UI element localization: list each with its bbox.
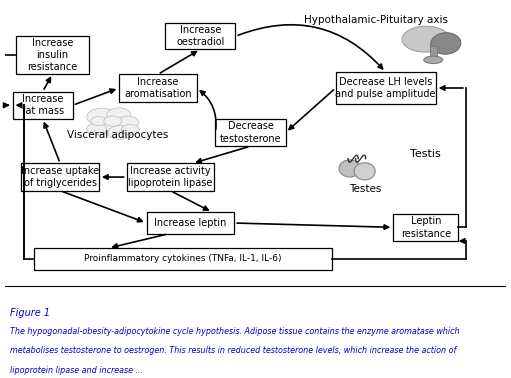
Ellipse shape bbox=[339, 160, 360, 177]
Text: Decrease
testosterone: Decrease testosterone bbox=[220, 121, 281, 144]
Text: Proinflammatory cytokines (TNFa, IL-1, IL-6): Proinflammatory cytokines (TNFa, IL-1, I… bbox=[84, 254, 282, 263]
Text: Figure 1: Figure 1 bbox=[10, 308, 50, 318]
FancyBboxPatch shape bbox=[13, 91, 73, 119]
Circle shape bbox=[91, 116, 107, 125]
FancyBboxPatch shape bbox=[147, 212, 234, 234]
Circle shape bbox=[87, 108, 117, 125]
Text: Testis: Testis bbox=[410, 149, 441, 159]
Text: Increase
fat mass: Increase fat mass bbox=[21, 94, 64, 116]
FancyBboxPatch shape bbox=[21, 163, 99, 191]
Text: Increase uptake
of triglycerides: Increase uptake of triglycerides bbox=[21, 166, 99, 188]
Text: The hypogonadal-obesity-adipocytokine cycle hypothesis. Adipose tissue contains : The hypogonadal-obesity-adipocytokine cy… bbox=[10, 327, 460, 336]
Ellipse shape bbox=[402, 26, 450, 52]
FancyBboxPatch shape bbox=[336, 72, 436, 104]
Text: Increase
aromatisation: Increase aromatisation bbox=[124, 77, 192, 99]
FancyBboxPatch shape bbox=[16, 36, 89, 74]
Text: Visceral adipocytes: Visceral adipocytes bbox=[67, 130, 169, 140]
Circle shape bbox=[121, 124, 140, 135]
FancyBboxPatch shape bbox=[34, 248, 332, 270]
Text: Decrease LH levels
and pulse amplitude: Decrease LH levels and pulse amplitude bbox=[335, 77, 436, 99]
Circle shape bbox=[108, 125, 132, 139]
FancyBboxPatch shape bbox=[216, 119, 286, 146]
Text: metabolises testosterone to oestrogen. This results in reduced testosterone leve: metabolises testosterone to oestrogen. T… bbox=[10, 346, 456, 355]
Ellipse shape bbox=[424, 56, 443, 64]
Circle shape bbox=[107, 108, 131, 122]
Text: lipoprotein lipase and increase ...: lipoprotein lipase and increase ... bbox=[10, 366, 143, 375]
Text: Hypothalamic-Pituitary axis: Hypothalamic-Pituitary axis bbox=[304, 15, 448, 25]
Circle shape bbox=[87, 123, 107, 135]
FancyBboxPatch shape bbox=[430, 46, 437, 58]
FancyBboxPatch shape bbox=[166, 23, 236, 49]
Text: Increase leptin: Increase leptin bbox=[154, 218, 226, 228]
Circle shape bbox=[117, 116, 139, 129]
FancyBboxPatch shape bbox=[127, 163, 214, 191]
Text: Increase
oestradiol: Increase oestradiol bbox=[176, 25, 225, 48]
Circle shape bbox=[104, 116, 122, 126]
Circle shape bbox=[95, 118, 122, 134]
FancyBboxPatch shape bbox=[119, 74, 197, 102]
Text: Increase
insulin
resistance: Increase insulin resistance bbox=[28, 37, 78, 72]
Ellipse shape bbox=[354, 163, 375, 180]
Ellipse shape bbox=[431, 33, 461, 54]
Text: Leptin
resistance: Leptin resistance bbox=[401, 216, 451, 239]
FancyBboxPatch shape bbox=[393, 214, 458, 241]
Text: Testes: Testes bbox=[350, 184, 382, 194]
Text: Increase activity
lipoprotein lipase: Increase activity lipoprotein lipase bbox=[128, 166, 213, 188]
